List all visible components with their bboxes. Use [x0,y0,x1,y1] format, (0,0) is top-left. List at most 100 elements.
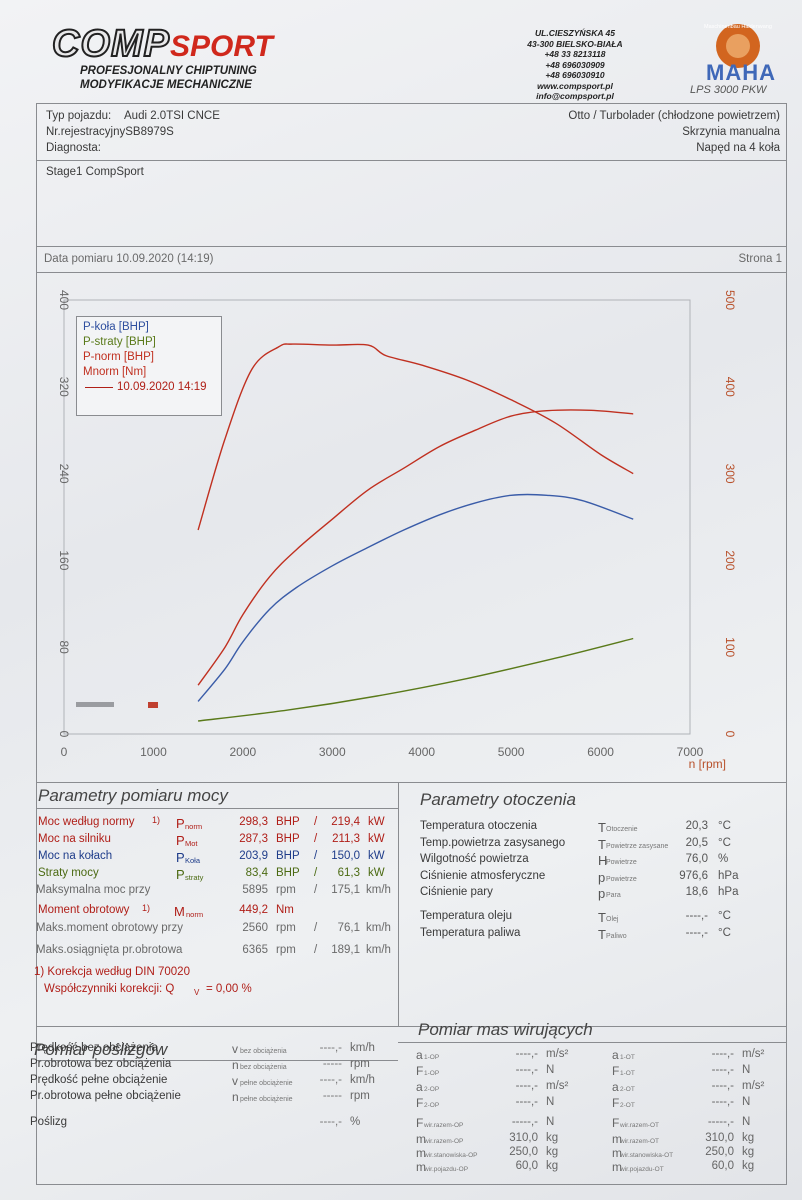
y-right-tick-label: 300 [723,464,737,484]
legend-p-kola: P-koła [BHP] [83,321,149,333]
slip-row-value: ----- [322,1090,342,1102]
vehicle-registration: Nr.rejestracyjnySB8979S [46,126,174,138]
rot-row-unit: m/s² [546,1048,569,1060]
power-row-label: Straty mocy [38,867,99,879]
ambient-row-label: Temperatura paliwa [420,927,521,939]
power-row-symbol: P [176,867,185,882]
ambient-row-symbol: T [598,910,606,925]
mini-maha-mark [148,702,158,708]
slip-row-label: Prędkość pełne obciążenie [30,1074,168,1086]
x-tick-label: 6000 [587,745,614,759]
rot-row-symbol: F [612,1096,620,1110]
x-tick-label: 3000 [319,745,346,759]
slip-row-label: Poślizg [30,1116,68,1128]
rot-row-unit: N [546,1064,555,1076]
rot-row-value: ----,- [515,1048,538,1060]
power-row-bhp: 83,4 [245,867,268,879]
engine-type: Otto / Turbolader (chłodzone powietrzem) [568,110,780,122]
address-line: UL.CIESZYŃSKA 45 [535,28,615,38]
max-power-slash: / [314,884,318,896]
ambient-row-symbol: T [598,837,606,852]
power-row-kw-unit: kW [368,867,385,879]
ambient-row-subscript: Powietrze zasysane [606,843,669,850]
rot-row-subscript: wir.pojazdu-OP [424,1166,469,1173]
frame-left-border [36,103,37,1185]
max-rpm-speed-unit: km/h [366,944,391,956]
rot-row-subscript: 2-OT [620,1086,635,1093]
power-row-label: Moc na silniku [38,833,111,845]
legend-m-norm: Mnorm [Nm] [83,366,147,378]
torque-unit: Nm [276,904,294,916]
y-left-tick-label: 400 [57,290,71,310]
rot-row-subscript: wir.stanowiska-OP [424,1152,478,1159]
rotating-title-underline [398,1042,786,1043]
power-row-bhp: 203,9 [239,850,268,862]
torque-subscript: norm [186,910,204,919]
diagnostician-label: Diagnosta: [46,142,101,154]
power-row-symbol: P [176,850,185,865]
power-row-slash: / [314,833,318,845]
max-rpm-label: Maks.osiągnięta pr.obrotowa [36,944,183,956]
rot-row-unit: N [742,1064,751,1076]
ambient-row-unit: hPa [718,870,739,882]
power-row-subscript: Koła [185,856,201,865]
rot-row-unit: N [742,1116,751,1128]
power-row-slash: / [314,816,318,828]
y-left-tick-label: 240 [57,464,71,484]
ambient-row-label: Temp.powietrza zasysanego [420,837,566,849]
power-row-kw: 219,4 [331,816,360,828]
x-tick-label: 5000 [498,745,525,759]
power-row-kw: 150,0 [331,850,360,862]
power-row-label: Moc na kołach [38,850,113,862]
max-power-speed: 175,1 [331,884,360,896]
ambient-row-value: 20,5 [685,837,708,849]
chart-bottom-divider [36,782,786,783]
power-row-bhp: 287,3 [239,833,268,845]
rot-row-unit: m/s² [742,1048,765,1060]
x-axis-label: n [rpm] [689,757,726,771]
maha-ring-text: Maschinenbau Haldenwang [704,24,772,30]
ambient-row-value: 20,3 [685,820,708,832]
tagline-modifications: MODYFIKACJE MECHANICZNE [80,79,252,91]
compsport-logo: COMPSPORT [51,23,314,65]
ambient-row-unit: % [718,853,729,865]
measurement-date: Data pomiaru 10.09.2020 (14:19) [44,253,214,265]
rot-row-symbol: m [416,1132,426,1146]
rot-row-subscript: wir.pojazdu-OT [620,1166,664,1173]
dyno-chart-svg: 0 1000 2000 3000 4000 5000 6000 700008016024032… [57,290,737,771]
stage-note: Stage1 CompSport [46,166,144,178]
slip-row-subscript: pełne obciążenie [240,1096,293,1103]
max-power-speed-unit: km/h [366,884,391,896]
rot-row-subscript: 1-OT [620,1070,635,1077]
tagline-chiptuning: PROFESJONALNY CHIPTUNING [80,65,257,77]
ambient-row-label: Ciśnienie atmosferyczne [420,870,546,882]
ambient-row-value: ----,- [685,910,708,922]
address-line: www.compsport.pl [537,80,613,91]
max-power-rpm: 5895 [242,884,268,896]
rot-row-value: ----,- [711,1048,734,1060]
registration-value: SB8979S [125,126,174,138]
max-power-rpm-unit: rpm [276,884,296,896]
rot-row-unit: m/s² [546,1080,569,1092]
vehicle-type-value: Audi 2.0TSI CNCE [124,110,220,122]
y-right-tick-label: 500 [723,290,737,310]
power-row-symbol: P [176,833,185,848]
rot-row-symbol: F [416,1064,424,1078]
ambient-row-symbol: H [598,853,608,868]
address-line: info@compsport.pl [536,91,614,101]
x-tick-label: 7000 [677,745,704,759]
rot-row-unit: N [546,1096,555,1108]
rot-row-value: ----,- [711,1064,734,1076]
rot-row-value: 250,0 [705,1146,734,1158]
rot-row-value: 60,0 [515,1160,538,1172]
legend-p-norm: P-norm [BHP] [83,351,154,363]
power-row-bhp: 298,3 [239,816,268,828]
vehicle-type-label: Typ pojazdu: [46,110,112,122]
correction-factor-sub: V [194,988,200,997]
p-kola-curve [197,493,634,702]
rot-row-unit: kg [546,1146,559,1158]
logo-comp-text: COMP [51,23,170,65]
power-params-title: Parametry pomiaru mocy [38,786,228,805]
dyno-chart: 0 1000 2000 3000 4000 5000 6000 7000 0 80 160 240 32… [36,274,786,778]
torque-label: Moment obrotowy [38,904,130,916]
